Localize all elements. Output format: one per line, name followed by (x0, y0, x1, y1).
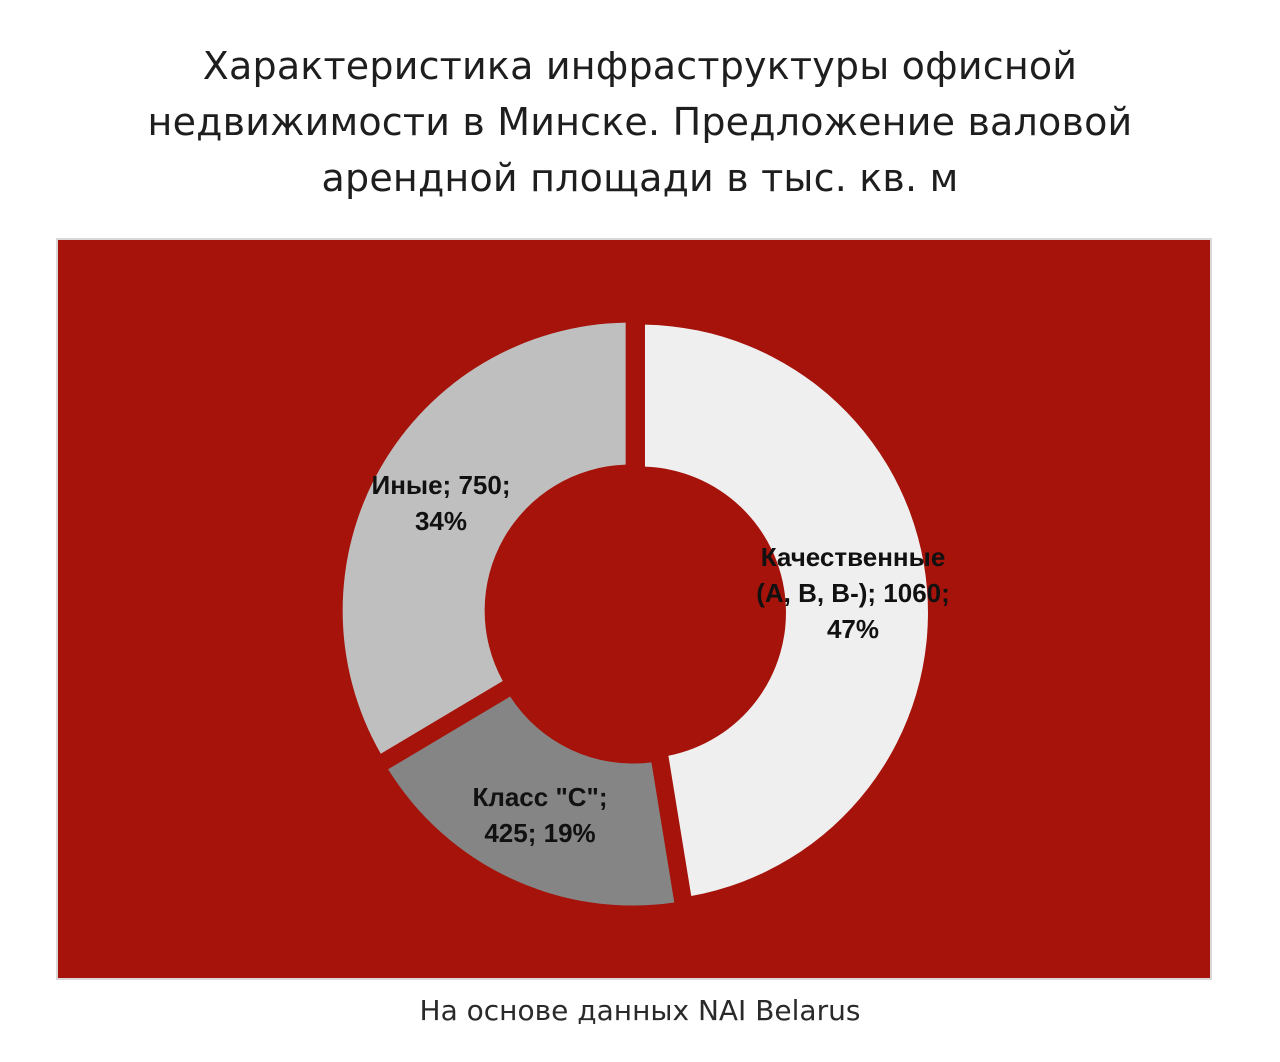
donut-slice (342, 322, 626, 754)
donut-slice (644, 324, 928, 896)
slice-label: Иные; 750; 34% (372, 470, 511, 536)
slice-label: Класс "С"; 425; 19% (472, 782, 607, 848)
slice-label: Качественные (A, B, B-); 1060; 47% (756, 542, 950, 644)
chart-title-line: Характеристика инфраструктуры офисной (202, 44, 1078, 88)
chart-title-line: арендной площади в тыс. кв. м (321, 156, 959, 200)
slice-label-line: Иные; 750; (372, 470, 511, 500)
slice-label-line: 425; 19% (484, 818, 595, 848)
slice-label-line: Класс "С"; (472, 782, 607, 812)
slice-label-line: Качественные (761, 542, 946, 572)
chart-area: Качественные (A, B, B-); 1060; 47% Класс "С… (56, 238, 1212, 980)
slice-label-line: (A, B, B-); 1060; (756, 578, 950, 608)
donut-chart: Качественные (A, B, B-); 1060; 47% Класс "С… (58, 240, 1210, 978)
donut-slice (388, 696, 675, 906)
slice-label-line: 34% (415, 506, 467, 536)
source-note: На основе данных NAI Belarus (419, 994, 861, 1027)
chart-title-line: недвижимости в Минске. Предложение валов… (147, 100, 1133, 144)
chart-title: Характеристика инфраструктуры офисной не… (60, 38, 1220, 206)
slice-label-line: 47% (827, 614, 879, 644)
